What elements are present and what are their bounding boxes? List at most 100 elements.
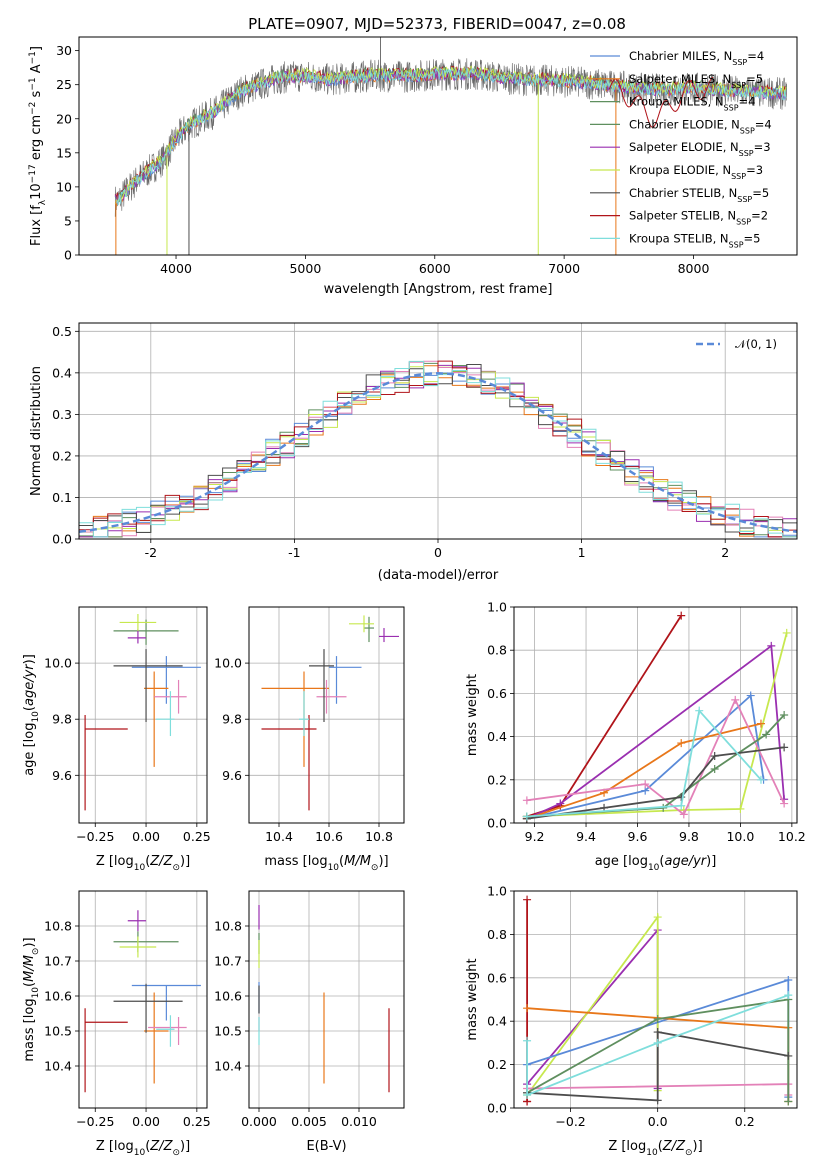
label-part: ⊙ [172, 1148, 180, 1158]
series-marker [767, 641, 776, 650]
x-tick-label: -1 [288, 545, 300, 560]
label-part: 10 [328, 863, 340, 873]
y-tick-label: 10.4 [44, 1059, 72, 1074]
y-tick-label: 0.0 [487, 816, 507, 831]
age_vs_Z-grid [79, 607, 207, 823]
series-line-green [526, 998, 790, 1102]
legend-label: Salpeter MILES, NSSP=5 [629, 72, 763, 90]
legend-label: Salpeter STELIB, NSSP=2 [629, 209, 768, 227]
y-tick-label: 0.2 [487, 1057, 507, 1072]
x-tick-label: 9.4 [576, 829, 596, 844]
label-part: M/M [344, 854, 371, 869]
label-part: ( [22, 982, 37, 987]
x-tick-label: 0.2 [735, 1114, 755, 1129]
series-line-red [526, 615, 682, 818]
mass_vs_Z-frame [78, 890, 208, 1109]
y-axis-label: Normed distribution [29, 366, 44, 496]
x-tick-label: 1 [578, 545, 586, 560]
label-part: A [29, 64, 44, 77]
series-marker [653, 1096, 662, 1105]
series-marker [756, 719, 765, 728]
x-tick-label: 8000 [678, 261, 710, 276]
x-tick-label: 7000 [548, 261, 580, 276]
label-part: 10 [31, 711, 41, 723]
y-tick-label: 9.6 [52, 768, 72, 783]
legend-text: Chabrier STELIB, N [629, 186, 737, 200]
label-part: mass [log [264, 854, 327, 869]
series-marker [677, 611, 686, 620]
age_vs_Z-plot-area [84, 614, 201, 811]
x-tick-label: 4000 [160, 261, 192, 276]
age_vs_Z-panel: −0.25 0.00 0.259.69.810.0Z [log10(Z/Z⊙)]ag… [22, 606, 211, 873]
x-tick-label: 0.000 [241, 1114, 277, 1129]
massweight_vs_age-plot-area [522, 611, 791, 823]
label-part: )] [180, 1139, 190, 1154]
y-tick-label: 10.7 [214, 954, 242, 969]
legend-sub: SSP [736, 217, 751, 226]
massweight_vs_Z-panel: −0.2 0.0 0.2 0.0 0.2 0.4 0.6 0.8 1.0 Z [log10(Z/Z… [465, 884, 798, 1158]
errorbar-purple [379, 628, 399, 643]
series-marker [653, 1028, 662, 1037]
massweight_vs_Z-plot-area [523, 895, 793, 1106]
label-part: age [log [22, 723, 37, 776]
series-line-gray [527, 1030, 789, 1102]
x-tick-label: 0.0 [648, 1114, 668, 1129]
massweight_vs_Z-frame [513, 890, 798, 1109]
series-marker [641, 780, 650, 789]
errorbar-cyan [156, 1015, 175, 1047]
legend-text: Salpeter MILES, N [629, 72, 731, 86]
x-tick-label: 0.010 [341, 1114, 377, 1129]
label-part: erg cm [29, 115, 44, 164]
label-part: )] [706, 854, 716, 869]
spectrum-red-model [608, 76, 714, 128]
legend-text: Salpeter STELIB, N [629, 209, 736, 223]
x-axis-label: Z [log10(Z/Z⊙)] [608, 1139, 702, 1158]
series-marker [782, 628, 791, 637]
legend-text: Kroupa MILES, N [629, 95, 724, 109]
age_vs_mass-grid [249, 607, 404, 823]
errorbar-olive [119, 614, 157, 631]
spectrum-line-cyan [114, 67, 787, 206]
label-part: 10 [29, 183, 44, 200]
series-marker [653, 1038, 662, 1047]
errorbar-purple [127, 910, 147, 932]
y-tick-label: 15 [56, 145, 72, 160]
spectrum-panel: 4000 5000 6000 7000 8000 0 5 10 15 20 25 30 waveleng… [28, 36, 798, 297]
label-part: s [29, 90, 44, 101]
label-part: −1 [28, 77, 38, 90]
legend-label: Kroupa STELIB, NSSP=5 [629, 231, 760, 249]
y-axis-label: mass weight [465, 958, 480, 1040]
gaussian-legend-label: 𝒩(0, 1) [735, 337, 777, 351]
label-part: )] [693, 1139, 703, 1154]
y-axis-label: age [log10(age/yr)] [22, 654, 41, 776]
series-marker [695, 706, 704, 715]
series-marker [523, 1004, 532, 1013]
y-tick-label: 0.2 [487, 772, 507, 787]
x-tick-label: 10.0 [726, 829, 754, 844]
spectrum-frame [78, 36, 798, 256]
massweight_vs_age-frame [513, 606, 798, 824]
legend-text: Kroupa ELODIE, N [629, 163, 731, 177]
errorbar-purple [127, 629, 147, 644]
label-part: ⊙ [371, 863, 379, 873]
legend-text: =5 [746, 72, 763, 86]
series-marker [677, 739, 686, 748]
y-tick-label: 10.5 [44, 1024, 72, 1039]
x-tick-label: 10.2 [778, 829, 806, 844]
y-tick-label: 1.0 [487, 600, 507, 615]
y-tick-label: 10.7 [44, 954, 72, 969]
series-marker [780, 743, 789, 752]
y-tick-label: 25 [56, 77, 72, 92]
series-marker [679, 810, 688, 819]
mass_vs_ebv-plot-area [258, 905, 390, 1093]
errorbar-blue [131, 656, 201, 704]
y-tick-label: 0.4 [487, 729, 507, 744]
errorbar-olive [119, 936, 157, 958]
legend-text: =4 [755, 117, 772, 131]
age_vs_Z-frame [78, 606, 208, 824]
y-tick-label: 0.0 [487, 1101, 507, 1116]
series-marker [523, 1090, 532, 1099]
series-line-cyan [526, 994, 789, 1097]
